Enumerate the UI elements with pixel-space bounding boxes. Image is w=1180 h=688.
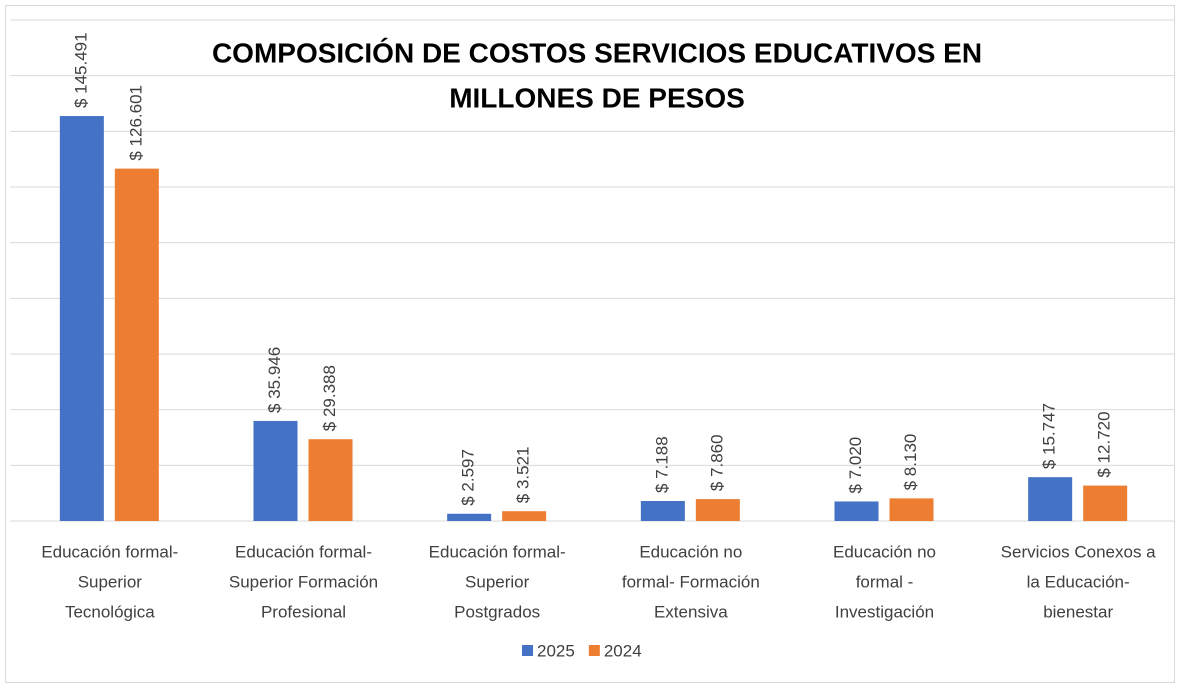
legend-label: 2024 (604, 641, 642, 660)
data-label: $ 2.597 (459, 449, 478, 506)
bar (59, 116, 104, 521)
x-tick-label: formal - (856, 572, 914, 591)
x-tick-label: bienestar (1043, 602, 1113, 621)
x-tick-label: formal- Formación (622, 572, 760, 591)
x-tick-label: Extensiva (654, 602, 728, 621)
x-tick-label: Educación no (639, 542, 742, 561)
bar (834, 501, 879, 521)
data-label: $ 7.860 (707, 434, 726, 491)
data-label: $ 7.188 (652, 436, 671, 493)
legend-swatch (522, 645, 533, 656)
x-tick-label: Servicios Conexos a (1001, 542, 1157, 561)
data-label: $ 145.491 (71, 32, 90, 108)
data-label: $ 3.521 (514, 446, 533, 503)
bar (640, 500, 685, 521)
chart-title: COMPOSICIÓN DE COSTOS SERVICIOS EDUCATIV… (212, 37, 982, 68)
legend-swatch (588, 645, 600, 656)
x-tick-label: Educación formal- (429, 542, 566, 561)
x-tick-label: Tecnológica (65, 602, 155, 621)
chart-frame (5, 5, 1175, 683)
x-tick-label: Superior (465, 572, 530, 591)
bar (502, 511, 547, 521)
x-tick-label: Investigación (835, 602, 934, 621)
bar (1028, 477, 1073, 521)
bar (308, 439, 353, 521)
chart-title: MILLONES DE PESOS (449, 82, 745, 113)
data-label: $ 29.388 (320, 365, 339, 431)
data-label: $ 7.020 (846, 437, 865, 494)
x-tick-label: Profesional (261, 602, 346, 621)
x-tick-label: Educación no (833, 542, 936, 561)
x-tick-label: Postgrados (454, 602, 540, 621)
bar (889, 498, 934, 521)
bar (447, 513, 492, 521)
bar (695, 499, 740, 521)
x-tick-label: la Educación- (1027, 572, 1130, 591)
bar (253, 420, 298, 521)
x-tick-label: Educación formal- (41, 542, 178, 561)
x-tick-label: Educación formal- (235, 542, 372, 561)
x-tick-label: Superior Formación (229, 572, 378, 591)
data-label: $ 35.946 (265, 347, 284, 413)
legend-label: 2025 (537, 641, 575, 660)
data-label: $ 15.747 (1040, 403, 1059, 469)
data-label: $ 8.130 (901, 434, 920, 491)
bar (1083, 485, 1128, 521)
data-label: $ 12.720 (1095, 411, 1114, 477)
data-label: $ 126.601 (126, 85, 145, 161)
x-tick-label: Superior (78, 572, 143, 591)
bar (114, 168, 159, 522)
